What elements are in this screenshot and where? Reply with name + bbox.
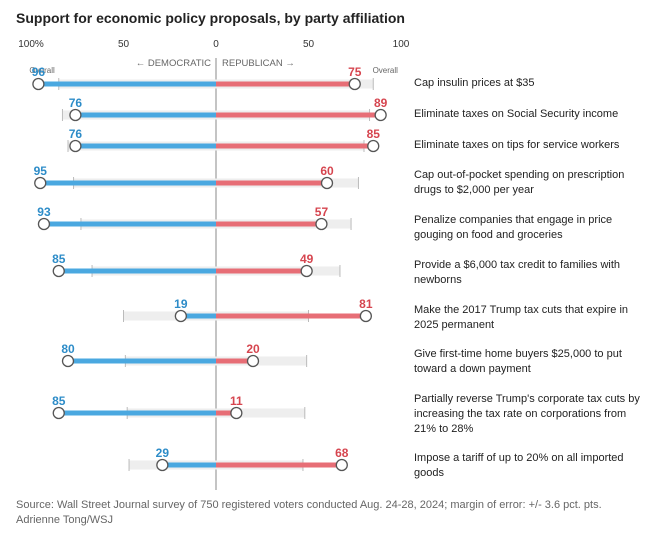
proposal-label-5: Provide a $6,000 tax credit to families … [414, 259, 621, 286]
democratic-bar-3 [40, 180, 216, 186]
republican-value-9: 68 [335, 446, 349, 460]
republican-bar-3 [216, 180, 327, 186]
republican-bar-6 [216, 313, 366, 319]
proposal-label-7: Give first-time home buyers $25,000 to p… [414, 348, 622, 375]
democratic-value-3: 95 [34, 164, 48, 178]
republican-marker-3 [320, 176, 334, 190]
democratic-bar-0 [38, 81, 217, 87]
democratic-marker-3 [34, 176, 47, 190]
republican-marker-0 [348, 77, 361, 91]
democratic-value-8: 85 [52, 394, 66, 408]
axis-tick-label-4: 100 [393, 39, 410, 50]
republican-marker-5 [300, 264, 313, 278]
democratic-direction-label: ← DEMOCRATIC [136, 58, 211, 69]
democratic-bar-6 [180, 313, 216, 319]
democratic-value-9: 29 [156, 446, 170, 460]
democratic-marker-2 [69, 139, 82, 153]
republican-value-3: 60 [320, 164, 334, 178]
republican-value-8: 11 [230, 394, 243, 408]
democratic-marker-9 [156, 458, 169, 472]
democratic-marker-7 [61, 354, 75, 368]
proposal-label-9: Impose a tariff of up to 20% on all impo… [414, 452, 624, 479]
republican-bar-5 [216, 268, 307, 274]
democratic-bar-2 [75, 143, 217, 149]
axis-tick-label-0: 100% [18, 39, 44, 50]
republican-bar-9 [216, 462, 342, 468]
democratic-value-6: 19 [174, 297, 188, 311]
republican-value-1: 89 [374, 96, 388, 110]
axis-tick-label-3: 50 [303, 39, 315, 50]
republican-marker-7 [246, 354, 260, 368]
republican-marker-6 [359, 309, 373, 323]
republican-marker-8 [230, 406, 243, 420]
credit-note: Adrienne Tong/WSJ [16, 514, 114, 526]
democratic-bar-8 [58, 410, 216, 416]
proposal-label-1: Eliminate taxes on Social Security incom… [414, 108, 619, 120]
source-note: Source: Wall Street Journal survey of 75… [16, 499, 602, 511]
republican-marker-2 [367, 139, 380, 153]
democratic-marker-4 [37, 217, 51, 231]
democratic-value-5: 85 [52, 252, 66, 266]
democratic-marker-1 [69, 108, 82, 122]
democratic-marker-0 [32, 77, 45, 91]
republican-bar-1 [216, 112, 381, 118]
proposal-label-4: Penalize companies that engage in price … [414, 214, 613, 241]
democratic-bar-7 [68, 358, 216, 364]
republican-value-7: 20 [246, 342, 260, 356]
republican-marker-4 [315, 217, 328, 231]
proposal-label-2: Eliminate taxes on tips for service work… [414, 139, 620, 151]
democratic-marker-8 [52, 406, 65, 420]
democratic-value-1: 76 [69, 96, 83, 110]
democratic-bar-4 [43, 221, 217, 227]
democratic-value-0: 96 [32, 65, 46, 79]
democratic-bar-5 [58, 268, 216, 274]
republican-direction-label: REPUBLICAN → [222, 58, 295, 69]
republican-bar-0 [216, 81, 355, 87]
overall-label-left: Overall [29, 66, 55, 75]
democratic-marker-5 [52, 264, 65, 278]
republican-value-0: 75 [348, 65, 362, 79]
proposal-label-0: Cap insulin prices at $35 [414, 77, 535, 89]
chart-title: Support for economic policy proposals, b… [16, 10, 405, 26]
overall-label-right: Overall [373, 66, 399, 75]
republican-value-6: 81 [359, 297, 373, 311]
republican-bar-8 [216, 410, 237, 416]
republican-bar-7 [216, 358, 253, 364]
republican-value-5: 49 [300, 252, 314, 266]
republican-bar-2 [216, 143, 374, 149]
republican-value-2: 85 [367, 127, 381, 141]
axis-tick-label-2: 0 [213, 39, 219, 50]
proposal-label-3: Cap out-of-pocket spending on prescripti… [414, 169, 625, 196]
proposal-label-8: Partially reverse Trump's corporate tax … [414, 393, 640, 435]
proposal-label-6: Make the 2017 Trump tax cuts that expire… [414, 304, 629, 331]
axis-tick-label-1: 50 [118, 39, 130, 50]
footer: Source: Wall Street Journal survey of 75… [16, 498, 602, 528]
republican-bar-4 [216, 221, 322, 227]
republican-marker-1 [374, 108, 387, 122]
democratic-value-2: 76 [69, 127, 83, 141]
democratic-value-4: 93 [37, 205, 51, 219]
democratic-bar-1 [75, 112, 217, 118]
democratic-bar-9 [162, 462, 216, 468]
democratic-value-7: 80 [61, 342, 75, 356]
democratic-marker-6 [174, 309, 188, 323]
republican-marker-9 [335, 458, 348, 472]
republican-value-4: 57 [315, 205, 329, 219]
